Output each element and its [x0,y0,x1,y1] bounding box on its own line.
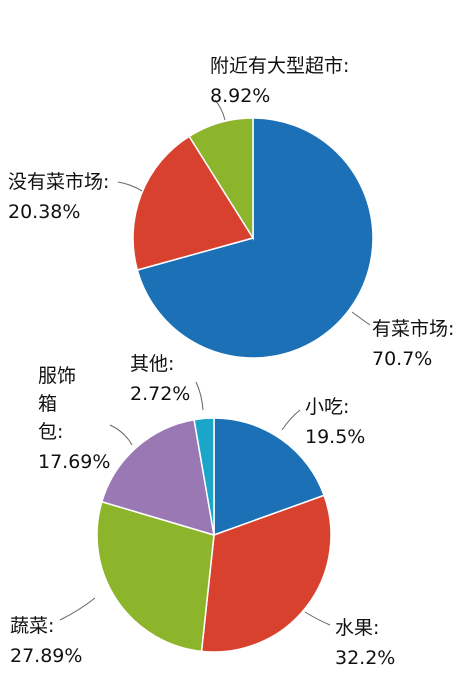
slice-label: 没有菜市场: [8,171,110,193]
pie-slice [136,117,374,359]
slice-label: 8.92% [210,85,271,107]
slice-label: 其他: [130,353,175,375]
slice-label: 70.7% [372,348,433,370]
slice-label: 有菜市场: [372,318,455,340]
leader-line [351,311,371,326]
pie-slice [96,500,215,653]
pie-slice [213,417,326,537]
leader-line [304,611,331,626]
slice-label: 19.5% [305,426,366,448]
slice-label: 水果: [335,617,380,639]
leader-line [109,424,133,446]
slice-label: 20.38% [8,201,81,223]
pie-slice [100,418,215,537]
pie-slice [200,494,332,653]
slice-label: 服饰箱包: [38,365,77,443]
leader-line [214,99,226,121]
slice-label: 27.89% [10,645,83,667]
pie-slice [188,117,254,241]
pie-slice [193,417,215,536]
slice-label: 小吃: [305,396,350,418]
leader-line [59,597,96,621]
pie-slice [132,135,255,271]
slice-label: 附近有大型超市: [210,55,350,77]
slice-label: 2.72% [130,383,191,405]
slice-label: 蔬菜: [10,615,55,637]
slice-label: 32.2% [335,647,396,669]
slice-label: 17.69% [38,451,111,473]
leader-line [195,381,204,411]
leader-line [281,409,301,431]
